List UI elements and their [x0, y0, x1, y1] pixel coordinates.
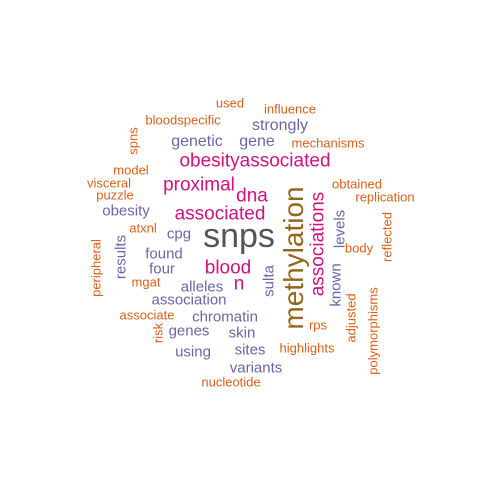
word-four: four	[149, 260, 175, 278]
word-variants: variants	[229, 359, 283, 377]
word-obesityassociated: obesityassociated	[179, 150, 331, 172]
word-obtained: obtained	[332, 176, 382, 192]
word-mechanisms: mechanisms	[291, 135, 365, 151]
word-snps: snps	[203, 217, 275, 255]
word-genes: genes	[168, 322, 210, 340]
word-risk: risk	[150, 322, 166, 344]
word-cpg: cpg	[166, 225, 192, 243]
word-found: found	[145, 245, 183, 263]
word-model: model	[113, 162, 149, 178]
word-blood: blood	[204, 257, 252, 279]
word-nucleotide: nucleotide	[201, 374, 261, 390]
word-associations: associations	[307, 191, 329, 297]
word-spns: spns	[125, 127, 141, 155]
word-bloodspecific: bloodspecific	[145, 112, 221, 128]
word-chromatin: chromatin	[192, 308, 258, 326]
word-proximal: proximal	[163, 174, 235, 196]
word-skin: skin	[228, 324, 256, 342]
word-alleles: alleles	[180, 278, 224, 296]
word-peripheral: peripheral	[88, 239, 104, 297]
word-strongly: strongly	[251, 117, 309, 134]
word-visceral: visceral	[86, 175, 132, 191]
word-body: body	[344, 240, 374, 256]
word-methylation: methylation	[278, 186, 309, 330]
word-sites: sites	[234, 341, 266, 359]
word-polymorphisms: polymorphisms	[365, 287, 381, 375]
word-sulta: sulta	[260, 265, 278, 297]
word-reflected: reflected	[379, 212, 395, 262]
word-influence: influence	[263, 101, 317, 117]
word-replication: replication	[355, 189, 415, 205]
word-association: association	[151, 291, 227, 309]
word-associate: associate	[119, 307, 175, 323]
word-atxnl: atxnl	[129, 220, 157, 236]
word-using: using	[175, 343, 211, 361]
word-n: n	[233, 273, 245, 295]
word-puzzle: puzzle	[96, 187, 134, 203]
word-results: results	[112, 234, 130, 280]
word-associated: associated	[174, 203, 266, 225]
word-highlights: highlights	[279, 340, 335, 356]
word-adjusted: adjusted	[343, 293, 359, 343]
word-known: known	[327, 263, 345, 307]
word-used: used	[215, 95, 245, 111]
word-mgat: mgat	[131, 274, 161, 290]
word-rps: rps	[308, 317, 328, 333]
word-dna: dna	[236, 185, 268, 207]
word-obesity: obesity	[102, 202, 150, 220]
word-genetic: genetic	[171, 133, 223, 150]
word-gene: gene	[239, 133, 275, 150]
